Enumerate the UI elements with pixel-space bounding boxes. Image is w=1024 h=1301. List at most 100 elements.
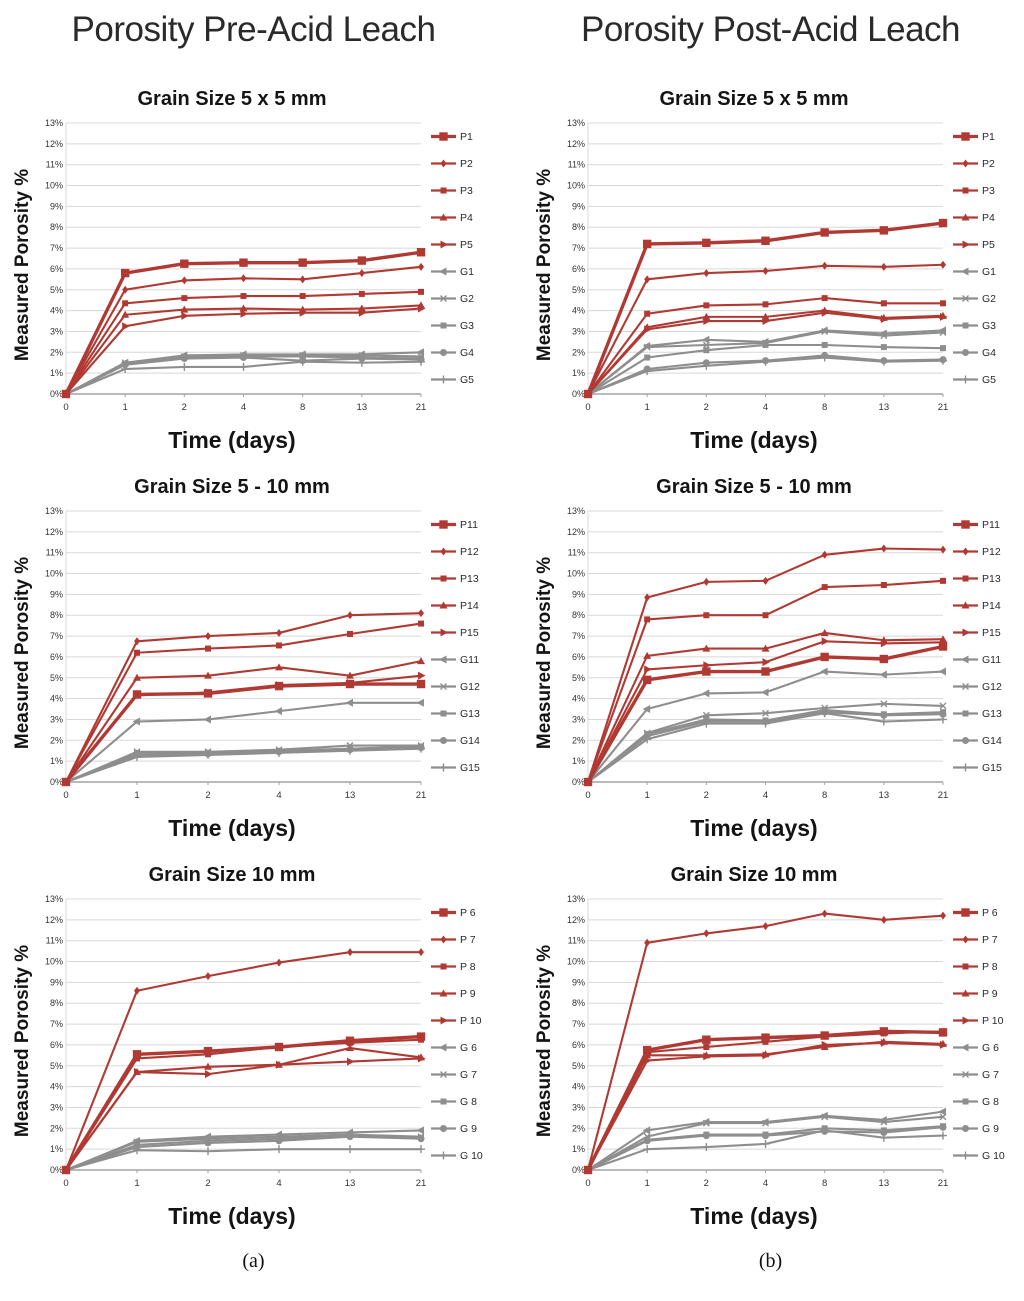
legend-swatch <box>953 1098 978 1105</box>
legend-item: G2 <box>430 293 502 305</box>
legend-label: G 8 <box>460 1095 477 1108</box>
legend-item: P12 <box>952 545 1024 558</box>
chart-plot: 0% 1% 2% 3% 4% 5% 6% 7% 8% 9% 10% 11% 12% 13% 0 1 2 4 8 13 2… <box>558 891 950 1191</box>
legend-label: P3 <box>460 184 473 197</box>
legend-item: P2 <box>430 158 502 170</box>
svg-text:11%: 11% <box>46 936 63 946</box>
svg-text:1%: 1% <box>572 1144 585 1154</box>
legend-swatch <box>431 628 456 637</box>
svg-text:0%: 0% <box>50 389 63 399</box>
svg-text:7%: 7% <box>50 243 63 253</box>
svg-text:8%: 8% <box>50 222 63 232</box>
svg-text:2: 2 <box>704 402 709 413</box>
legend-swatch <box>431 1043 456 1052</box>
svg-text:4: 4 <box>276 1178 281 1189</box>
legend-swatch <box>431 520 456 529</box>
legend-label: G 6 <box>982 1041 999 1054</box>
legend-swatch <box>431 963 456 970</box>
y-axis-label: Measured Porosity % <box>12 168 34 362</box>
chart-panel-post-10: Grain Size 10 mm Measured Porosity % 0% 1… <box>532 858 1024 1244</box>
x-axis-label: Time (days) <box>690 427 818 453</box>
svg-text:1: 1 <box>134 790 139 801</box>
caption-a: (a) <box>242 1250 265 1272</box>
svg-text:21: 21 <box>416 402 427 413</box>
legend-item: P13 <box>952 573 1024 585</box>
plot-svg: 0% 1% 2% 3% 4% 5% 6% 7% 8% 9% 10% 11% 12% 13% 0 1 2 4 8 13 2… <box>567 894 949 1189</box>
svg-text:0%: 0% <box>50 777 63 787</box>
legend-swatch <box>431 683 456 690</box>
series-P10 <box>63 1054 426 1174</box>
svg-text:7%: 7% <box>572 1019 585 1029</box>
svg-text:8: 8 <box>822 402 827 413</box>
plot-svg: 0% 1% 2% 3% 4% 5% 6% 7% 8% 9% 10% 11% 12% 13% 0 1 2 4 8 13 2… <box>45 118 427 413</box>
legend-item: P 6 <box>952 907 1024 919</box>
svg-text:3%: 3% <box>572 326 585 336</box>
svg-text:2%: 2% <box>50 347 63 357</box>
legend-swatch <box>953 1043 978 1052</box>
legend-label: P12 <box>982 545 1001 558</box>
legend-item: P14 <box>952 600 1024 612</box>
legend-swatch <box>431 1071 456 1078</box>
svg-text:0: 0 <box>63 402 68 413</box>
svg-text:0: 0 <box>585 1178 590 1189</box>
legend-swatch <box>431 908 456 917</box>
svg-text:2%: 2% <box>50 1123 63 1133</box>
svg-text:3%: 3% <box>572 714 585 724</box>
svg-text:6%: 6% <box>572 264 585 274</box>
legend-label: P 10 <box>460 1014 482 1027</box>
legend-item: G15 <box>952 762 1024 774</box>
legend-swatch <box>431 159 456 168</box>
legend-label: P1 <box>982 130 995 143</box>
svg-text:21: 21 <box>938 1178 949 1189</box>
legend-swatch <box>431 213 456 221</box>
legend-item: P15 <box>430 627 502 639</box>
legend-item: G 8 <box>430 1095 502 1108</box>
legend-label: G 9 <box>460 1122 477 1135</box>
svg-text:1%: 1% <box>50 1144 63 1154</box>
chart-legend: P 6 P 7 P 8 P 9 P 10 G 6 G 7 G 8 G 9 G 10 <box>428 891 502 1191</box>
svg-text:5%: 5% <box>50 1061 63 1071</box>
chart-plot: 0% 1% 2% 3% 4% 5% 6% 7% 8% 9% 10% 11% 12% 13% 0 1 2 4 8 13 2… <box>558 503 950 803</box>
legend-item: G 8 <box>952 1096 1024 1108</box>
svg-text:13: 13 <box>345 790 356 801</box>
legend-label: P 9 <box>982 987 998 1000</box>
legend-item: P4 <box>430 212 502 224</box>
chart-legend: P11 P12 P13 P14 P15 G11 G12 G13 G14 G15 <box>428 503 502 803</box>
legend-item: G 9 <box>952 1123 1024 1135</box>
svg-text:13%: 13% <box>567 506 585 516</box>
svg-text:3%: 3% <box>50 326 63 336</box>
series-G15 <box>584 709 947 786</box>
legend-label: P5 <box>982 238 995 251</box>
svg-text:1: 1 <box>134 1178 139 1189</box>
legend-swatch <box>953 322 978 329</box>
legend-label: G 6 <box>460 1041 477 1054</box>
svg-text:11%: 11% <box>46 160 63 170</box>
svg-text:11%: 11% <box>568 936 585 946</box>
svg-text:11%: 11% <box>568 548 585 558</box>
legend-label: G13 <box>982 707 1002 720</box>
legend-label: P12 <box>460 545 479 558</box>
legend-item: P 8 <box>952 961 1024 973</box>
legend-swatch <box>953 547 978 556</box>
svg-text:10%: 10% <box>45 957 63 967</box>
legend-swatch <box>431 375 456 384</box>
legend-swatch <box>431 935 456 944</box>
legend-item: P1 <box>430 130 502 143</box>
legend-label: P15 <box>982 626 1001 639</box>
svg-text:10%: 10% <box>45 181 63 191</box>
legend-swatch <box>953 349 978 356</box>
legend-swatch <box>953 295 978 302</box>
svg-text:12%: 12% <box>45 915 63 925</box>
svg-text:9%: 9% <box>572 201 585 211</box>
legend-swatch <box>431 295 456 302</box>
legend-label: G15 <box>460 761 480 774</box>
svg-text:21: 21 <box>938 402 949 413</box>
legend-label: P1 <box>460 130 473 143</box>
y-axis-label: Measured Porosity % <box>534 556 556 750</box>
plot-svg: 0% 1% 2% 3% 4% 5% 6% 7% 8% 9% 10% 11% 12% 13% 0 1 2 4 8 13 2… <box>567 118 949 413</box>
chart-plot: 0% 1% 2% 3% 4% 5% 6% 7% 8% 9% 10% 11% 12% 13% 0 1 2 4 8 13 2… <box>558 115 950 415</box>
svg-text:21: 21 <box>416 1178 427 1189</box>
legend-item: G2 <box>952 293 1024 305</box>
svg-text:13%: 13% <box>45 506 63 516</box>
legend-item: P4 <box>952 212 1024 224</box>
